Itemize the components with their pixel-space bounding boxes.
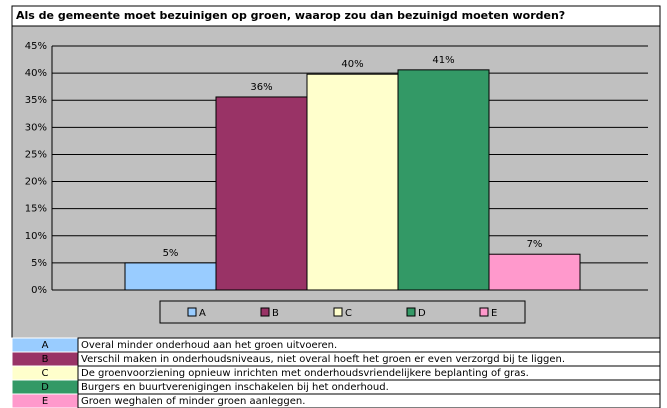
y-tick-label: 40% [25, 68, 47, 79]
bar [124, 262, 217, 291]
legend-label: A [199, 308, 206, 319]
y-tick-label: 20% [25, 177, 47, 188]
table-text: Overal minder onderhoud aan het groen ui… [81, 340, 337, 351]
table-text-cell [77, 393, 661, 408]
y-tick-label: 15% [25, 204, 47, 215]
legend-swatch [406, 307, 416, 317]
legend-swatch [479, 307, 489, 317]
legend-swatch [333, 307, 343, 317]
y-tick-label: 10% [25, 231, 47, 242]
legend-swatch [260, 307, 270, 317]
legend-label: D [418, 308, 426, 319]
legend-swatch [187, 307, 197, 317]
table-key: C [42, 368, 49, 379]
table-text: De groenvoorziening opnieuw inrichten me… [81, 368, 529, 379]
y-tick-label: 35% [25, 95, 47, 106]
table-key: A [42, 340, 49, 351]
data-label: 40% [341, 59, 363, 70]
chart-title: Als de gemeente moet bezuinigen op groen… [16, 9, 565, 22]
y-tick-label: 5% [31, 258, 47, 269]
data-label: 41% [432, 55, 454, 66]
table-key: E [42, 396, 48, 407]
data-label: 36% [250, 82, 272, 93]
bar [306, 73, 399, 291]
y-tick-label: 45% [25, 41, 47, 52]
table-key: D [41, 382, 49, 393]
bar [488, 253, 581, 291]
data-label: 5% [163, 248, 179, 259]
table-text: Groen weghalen of minder groen aanleggen… [81, 396, 305, 407]
data-label: 7% [527, 239, 543, 250]
y-tick-label: 25% [25, 149, 47, 160]
legend-label: E [491, 308, 497, 319]
y-tick-label: 30% [25, 122, 47, 133]
bar [397, 69, 490, 291]
table-key: B [42, 354, 49, 365]
table-text: Burgers en buurtverenigingen inschakelen… [81, 382, 389, 393]
y-tick-label: 0% [31, 285, 47, 296]
legend-label: B [272, 308, 279, 319]
table-text: Verschil maken in onderhoudsniveaus, nie… [81, 354, 565, 365]
legend-label: C [345, 308, 352, 319]
bar [215, 96, 308, 291]
